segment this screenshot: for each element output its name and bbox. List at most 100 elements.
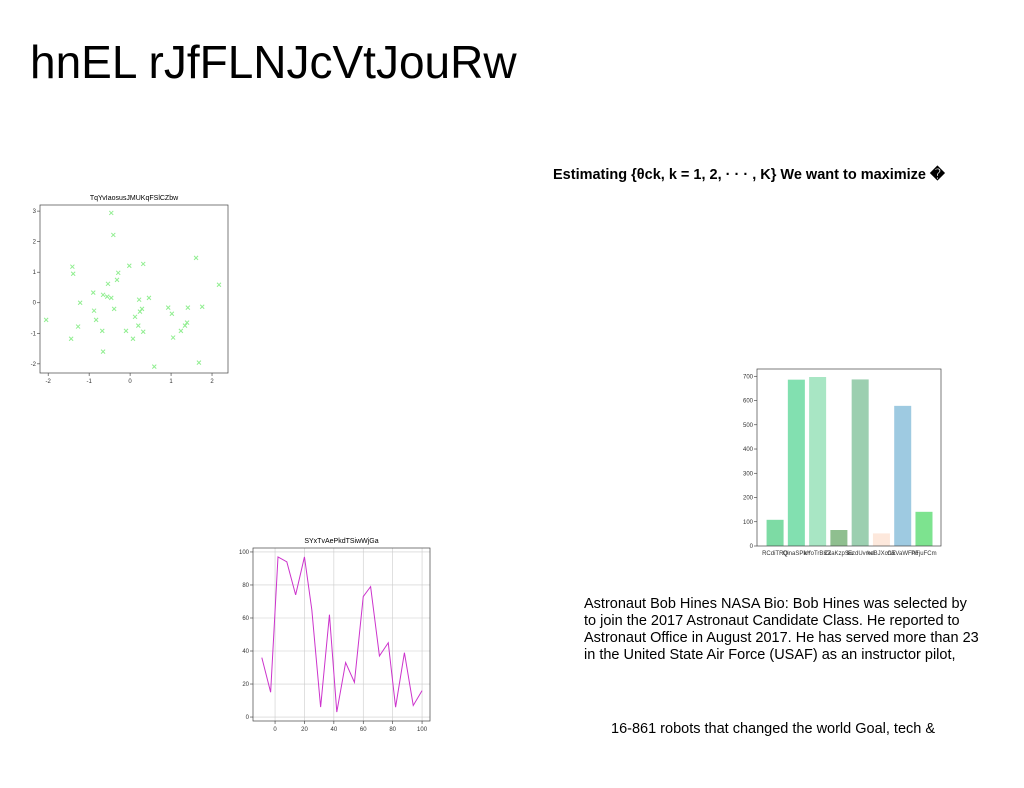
x-tick-label: -2 — [46, 379, 52, 385]
scatter-point — [70, 271, 76, 277]
y-tick-label: 40 — [242, 649, 249, 655]
scatter-point — [115, 270, 121, 276]
scatter-point — [178, 328, 184, 334]
scatter-point — [68, 336, 74, 342]
scatter-point — [111, 306, 117, 312]
x-tick-label: 1 — [169, 379, 173, 385]
x-tick-label: ZxaKzpSw — [825, 551, 854, 557]
scatter-point — [108, 295, 114, 301]
y-tick-label: 3 — [33, 209, 37, 215]
bar — [809, 377, 827, 546]
y-tick-label: 20 — [242, 682, 249, 688]
scatter-point — [123, 328, 129, 334]
scatter-point — [105, 281, 111, 287]
x-tick-label: IEzdUvmd — [846, 551, 874, 557]
scatter-point — [135, 323, 141, 329]
plot-frame — [39, 204, 229, 374]
slide-title: hnEL rJfFLNJcVtJouRw — [30, 36, 517, 88]
scatter-point — [184, 320, 190, 325]
scatter-point — [93, 317, 99, 323]
scatter-point — [132, 314, 138, 320]
chart-title: SYxTvAePkdTSiwWjGa — [304, 538, 378, 545]
scatter-point — [151, 364, 157, 369]
y-tick-label: 600 — [743, 399, 754, 405]
bar — [915, 511, 933, 546]
scatter-point — [182, 323, 188, 329]
y-tick-label: 100 — [743, 520, 754, 526]
x-tick-label: 80 — [389, 727, 396, 733]
chart-title: TqYvIaosusJMUKqFSlCZbw — [90, 195, 179, 202]
footer-text: 16-861 robots that changed the world Goa… — [611, 721, 935, 737]
scatter-point — [100, 349, 106, 354]
scatter-point — [91, 308, 97, 314]
x-tick-label: CEVaWFhd — [887, 551, 918, 557]
x-tick-label: PFjuFCm — [911, 551, 936, 557]
y-tick-label: 2 — [33, 240, 37, 246]
scatter-point — [185, 305, 191, 310]
scatter-point — [99, 328, 105, 334]
scatter-point — [146, 295, 152, 301]
x-tick-label: keBJXcrvk — [867, 551, 896, 557]
scatter-point — [90, 290, 96, 296]
y-tick-label: 300 — [743, 471, 754, 477]
y-tick-label: 500 — [743, 423, 754, 429]
scatter-point — [70, 264, 75, 270]
bar — [872, 533, 890, 546]
scatter-point — [100, 292, 106, 298]
plot-frame — [252, 547, 431, 722]
scatter-point — [170, 335, 176, 340]
y-tick-label: -1 — [31, 331, 37, 337]
y-tick-label: 60 — [242, 616, 249, 622]
y-tick-label: 1 — [33, 270, 37, 276]
bar — [830, 529, 848, 546]
paragraph-line: in the United State Air Force (USAF) as … — [584, 647, 956, 663]
plot-frame — [756, 368, 942, 547]
x-tick-label: -1 — [86, 379, 92, 385]
paragraph-line: Astronaut Bob Hines NASA Bio: Bob Hines … — [584, 596, 968, 612]
scatter-point — [130, 336, 136, 342]
paragraph-line: Astronaut Office in August 2017. He has … — [584, 630, 979, 646]
x-tick-label: 60 — [360, 727, 367, 733]
y-tick-label: 100 — [239, 550, 250, 556]
scatter-point — [126, 263, 132, 269]
scatter-point — [193, 255, 199, 261]
heading: Estimating {θck, k = 1, 2, · · · , K} We… — [553, 164, 946, 183]
scatter-point — [104, 294, 110, 299]
bar — [787, 379, 805, 546]
bar — [766, 519, 784, 546]
scatter-point — [136, 297, 142, 303]
x-tick-label: 0 — [128, 379, 132, 385]
x-tick-label: 0 — [273, 727, 277, 733]
scatter-point — [196, 360, 202, 365]
scatter-point — [77, 300, 83, 306]
y-tick-label: 0 — [33, 301, 37, 307]
scatter-point — [199, 304, 205, 310]
x-tick-label: 100 — [417, 727, 428, 733]
bar — [894, 405, 912, 546]
y-tick-label: 0 — [246, 715, 250, 721]
y-tick-label: 400 — [743, 447, 754, 453]
scatter-point — [216, 282, 222, 288]
scatter-point — [75, 324, 81, 329]
y-tick-label: 200 — [743, 496, 754, 502]
line-series — [261, 556, 423, 713]
scatter-point — [140, 329, 146, 335]
bar — [851, 379, 869, 546]
scatter-point — [110, 232, 116, 238]
scatter-point — [108, 210, 114, 216]
x-tick-label: kYoTrBKZ — [804, 551, 831, 557]
x-tick-label: 20 — [301, 727, 308, 733]
x-tick-label: QinaSPkrI — [783, 551, 811, 557]
y-tick-label: 80 — [242, 583, 249, 589]
scatter-point — [114, 277, 120, 283]
paragraph-line: to join the 2017 Astronaut Candidate Cla… — [584, 613, 960, 629]
scatter-point — [140, 261, 146, 267]
scatter-point — [169, 311, 175, 317]
scatter-point — [43, 317, 49, 323]
scatter-point — [165, 305, 171, 310]
y-tick-label: 700 — [743, 374, 754, 380]
y-tick-label: -2 — [31, 362, 37, 368]
x-tick-label: RCdiTRQ — [762, 551, 788, 557]
scatter-point — [139, 306, 145, 312]
